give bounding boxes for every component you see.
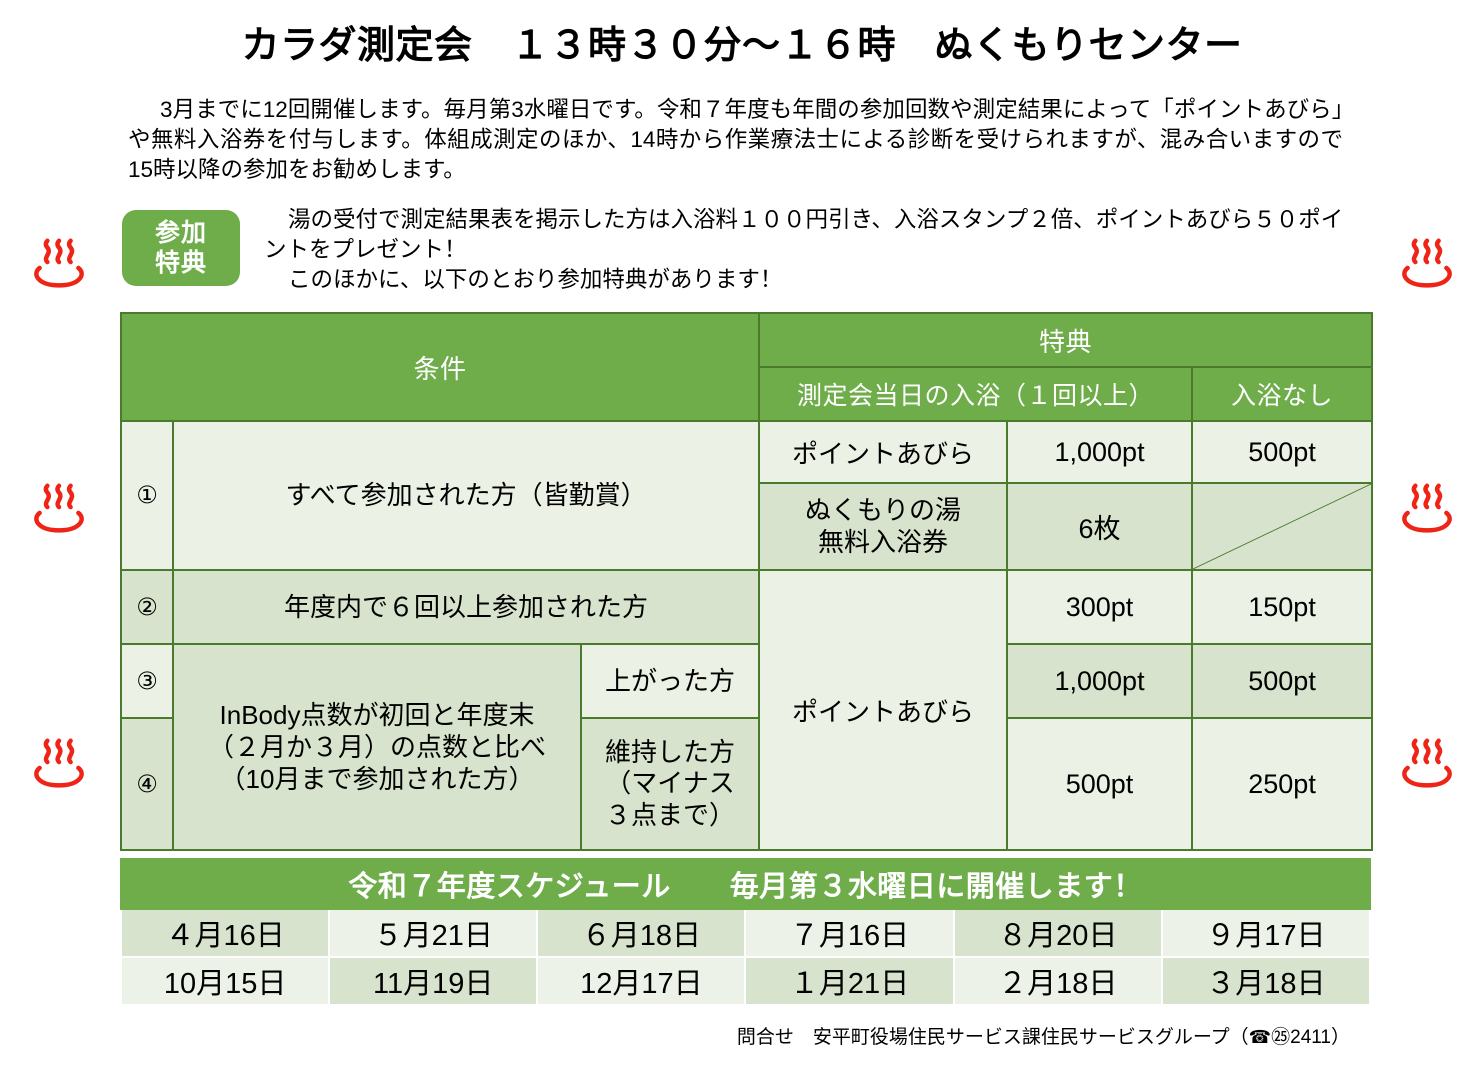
- table-row: ④ 維持した方 （マイナス ３点まで） 500pt 250pt: [120, 717, 1374, 851]
- footer-text-before: 問合せ 安平町役場住民サービス課住民サービスグループ（: [736, 1027, 1249, 1048]
- schedule-date: ２月18日: [952, 956, 1163, 1006]
- schedule-row-2: 10月15日 11月19日 12月17日 １月21日 ２月18日 ３月18日: [119, 956, 1372, 1006]
- schedule-date: ３月18日: [1160, 956, 1372, 1006]
- schedule-row-1: ４月16日 ５月21日 ６月18日 ７月16日 ８月20日 ９月17日: [119, 908, 1372, 958]
- phone-icon: ☎: [1248, 1027, 1272, 1047]
- hot-spring-icon: [28, 734, 90, 796]
- footer-circle-number: ㉕: [1271, 1027, 1291, 1048]
- inbody-condition-line-1: InBody点数が初回と年度末: [219, 699, 535, 730]
- schedule-date: ９月17日: [1160, 908, 1372, 958]
- table-row: ぬくもりの湯 無料入浴券 6枚: [121, 482, 1374, 571]
- table-row: ③ InBody点数が初回と年度末 （２月か３月）の点数と比べ （10月まで参加…: [120, 643, 1374, 851]
- inbody-condition-line-2: （２月か３月）の点数と比べ: [207, 731, 546, 762]
- intro-paragraph: 3月までに12回開催します。毎月第3水曜日です。令和７年度も年間の参加回数や測定…: [128, 97, 1343, 182]
- hot-spring-icon: [28, 234, 90, 296]
- badge-line-2: 特典: [154, 249, 207, 277]
- footer-contact: 問合せ 安平町役場住民サービス課住民サービスグループ（☎㉕2411）: [0, 1022, 1350, 1049]
- footer-phone-number: 2411: [1290, 1027, 1331, 1048]
- row-bath-yes-1b: 6枚: [1006, 482, 1194, 571]
- inbody-condition-line-3: （10月まで参加された方）: [219, 764, 535, 795]
- row-index-4: ④: [120, 717, 174, 851]
- row-bath-no-1a: 500pt: [1191, 420, 1374, 484]
- row-benefit-name-1b: ぬくもりの湯 無料入浴券: [758, 482, 1009, 571]
- footer-text-after: ）: [1330, 1027, 1350, 1048]
- page-title: カラダ測定会 １３時３０分〜１６時 ぬくもりセンター: [241, 25, 1243, 67]
- row-benefit-name-1a: ポイントあびら: [758, 420, 1009, 484]
- schedule-date: 10月15日: [119, 956, 331, 1006]
- benefit-name-1b-line-2: 無料入浴券: [818, 526, 949, 557]
- schedule-date: 11月19日: [328, 956, 539, 1006]
- hot-spring-icon: [1396, 234, 1458, 296]
- benefit-name-1b-line-1: ぬくもりの湯: [805, 495, 962, 526]
- row-condition-2: 年度内で６回以上参加された方: [171, 569, 761, 645]
- participation-benefit-badge: 参加 特典: [122, 210, 240, 286]
- hot-spring-icon: [28, 479, 90, 541]
- benefit-description-line-1: 湯の受付で測定結果表を掲示した方は入浴料１００円引き、入浴スタンプ２倍、ポイント…: [288, 207, 1344, 232]
- header-benefit: 特典: [758, 312, 1374, 368]
- header-bath-yes: 測定会当日の入浴（１回以上）: [758, 366, 1194, 422]
- table-row: ② 年度内で６回以上参加された方 ポイントあびら 300pt 150pt: [120, 569, 1374, 851]
- row-bath-yes-3: 1,000pt: [1006, 643, 1194, 719]
- sub-condition-4-line-2: （マイナス: [605, 768, 735, 799]
- row-condition-1: すべて参加された方（皆勤賞）: [171, 420, 761, 571]
- schedule-title: 令和７年度スケジュール 毎月第３水曜日に開催します！: [120, 858, 1371, 910]
- row-bath-yes-1a: 1,000pt: [1006, 420, 1194, 484]
- benefit-description-line-2: ントをプレゼント！: [264, 236, 467, 262]
- schedule-container: 令和７年度スケジュール 毎月第３水曜日に開催します！ ４月16日 ５月21日 ６…: [119, 858, 1372, 1006]
- schedule-date: ７月16日: [744, 908, 955, 958]
- schedule-date: 12月17日: [536, 956, 747, 1006]
- schedule-date: １月21日: [744, 956, 955, 1006]
- benefits-table-container: 条件 特典 測定会当日の入浴（１回以上） 入浴なし ① すべて参加された方（皆勤…: [119, 312, 1374, 851]
- schedule-date: ５月21日: [328, 908, 539, 958]
- schedule-title-row: 令和７年度スケジュール 毎月第３水曜日に開催します！: [120, 858, 1371, 910]
- badge-line-1: 参加: [154, 218, 207, 247]
- row-bath-no-1b-empty: [1191, 482, 1374, 571]
- row-bath-no-3: 500pt: [1191, 643, 1374, 719]
- inbody-condition: InBody点数が初回と年度末 （２月か３月）の点数と比べ （10月まで参加され…: [172, 643, 582, 851]
- row-index-3: ③: [120, 643, 174, 719]
- sub-condition-4-line-1: 維持した方: [605, 737, 736, 768]
- schedule-date: ４月16日: [119, 908, 331, 958]
- hot-spring-icon: [1396, 479, 1458, 541]
- row-bath-yes-2: 300pt: [1006, 569, 1194, 645]
- schedule-date: ６月18日: [536, 908, 747, 958]
- header-bath-no: 入浴なし: [1191, 366, 1374, 422]
- schedule-date: ８月20日: [952, 908, 1163, 958]
- table-header-row-1: 条件 特典: [119, 312, 1374, 422]
- hot-spring-icon: [1396, 734, 1458, 796]
- benefits-table: 条件 特典 測定会当日の入浴（１回以上） 入浴なし ① すべて参加された方（皆勤…: [119, 312, 1374, 851]
- row-index-1: ①: [120, 420, 174, 571]
- row-index-2: ②: [120, 569, 174, 645]
- row-sub-condition-4: 維持した方 （マイナス ３点まで）: [579, 717, 761, 851]
- benefit-name-point-abira: ポイントあびら: [758, 569, 1009, 851]
- sub-condition-4-line-3: ３点まで）: [605, 799, 736, 830]
- benefit-description-line-3: このほかに、以下のとおり参加特典があります！: [288, 266, 783, 292]
- header-condition: 条件: [119, 312, 761, 422]
- row-bath-no-2: 150pt: [1191, 569, 1374, 645]
- table-header-row-2: 測定会当日の入浴（１回以上） 入浴なし: [121, 366, 1374, 422]
- row-sub-condition-3: 上がった方: [579, 643, 761, 719]
- table-row: ① すべて参加された方（皆勤賞） ポイントあびら 1,000pt 500pt: [120, 420, 1374, 571]
- schedule-table: 令和７年度スケジュール 毎月第３水曜日に開催します！ ４月16日 ５月21日 ６…: [119, 858, 1372, 1006]
- benefit-description: 湯の受付で測定結果表を掲示した方は入浴料１００円引き、入浴スタンプ２倍、ポイント…: [264, 205, 1349, 295]
- row-bath-no-4: 250pt: [1191, 717, 1374, 851]
- row-bath-yes-4: 500pt: [1006, 717, 1194, 851]
